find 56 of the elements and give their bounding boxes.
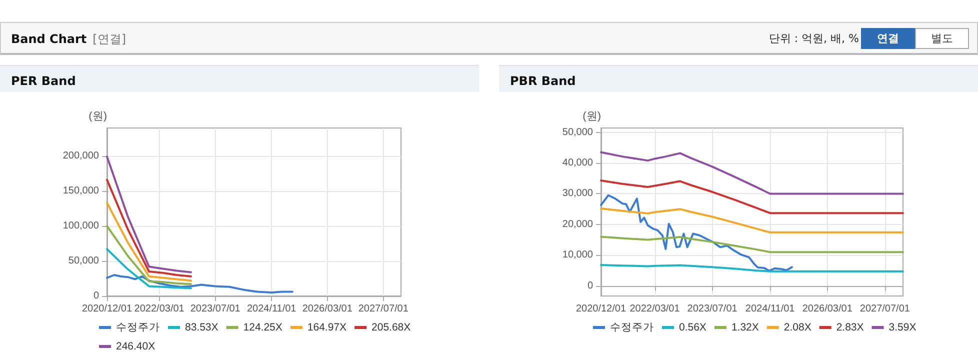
text: 별도 bbox=[915, 28, 969, 49]
y-tick-label: 10,000 bbox=[562, 250, 594, 261]
legend-label: 3.59X bbox=[888, 322, 916, 334]
legend-label: 1.32X bbox=[731, 322, 759, 334]
legend-label: 0.56X bbox=[679, 322, 706, 334]
y-tick-label: 0 bbox=[587, 280, 594, 292]
line-series bbox=[106, 248, 192, 290]
text: 단위 : 억원, 배, % bbox=[768, 31, 859, 46]
y-axis-title: (원) bbox=[582, 110, 601, 122]
text: 연결 bbox=[861, 28, 915, 49]
line-series bbox=[600, 180, 904, 214]
y-tick-label: 100,000 bbox=[62, 220, 100, 232]
legend-label: 수정주가 bbox=[116, 322, 160, 334]
y-tick-label: 200,000 bbox=[62, 150, 100, 162]
line-series bbox=[600, 194, 793, 272]
line-series bbox=[600, 264, 904, 272]
legend-label: 205.68X bbox=[372, 322, 411, 334]
x-tick-label: 2026/03/01 bbox=[302, 304, 353, 314]
x-tick-label: 2026/03/01 bbox=[802, 304, 853, 314]
y-tick-label: 50,000 bbox=[68, 256, 100, 266]
line-series bbox=[106, 274, 294, 294]
y-tick-label: 50,000 bbox=[562, 126, 594, 138]
x-tick-label: 2020/12/01 bbox=[576, 304, 626, 314]
x-tick-label: 2024/11/01 bbox=[745, 304, 796, 314]
line-series bbox=[600, 207, 904, 234]
text: Band Chart bbox=[11, 32, 87, 46]
legend-label: 83.53X bbox=[185, 322, 218, 334]
x-tick-label: 2023/07/01 bbox=[687, 304, 738, 314]
x-tick-label: 2024/11/01 bbox=[246, 304, 297, 314]
y-tick-label: 0 bbox=[93, 290, 100, 302]
legend-label: 수정주가 bbox=[610, 322, 654, 334]
y-tick-label: 150,000 bbox=[62, 186, 100, 196]
line-series bbox=[106, 156, 192, 274]
y-tick-label: 20,000 bbox=[562, 218, 594, 230]
legend-label: 246.40X bbox=[116, 340, 156, 352]
line-series bbox=[600, 236, 904, 254]
x-tick-label: 2027/07/01 bbox=[860, 304, 910, 314]
x-tick-label: 2020/12/01 bbox=[82, 304, 132, 314]
legend-label: 124.25X bbox=[243, 322, 282, 334]
x-tick-label: 2023/07/01 bbox=[190, 304, 241, 314]
chart-title: PER Band bbox=[0, 65, 479, 92]
text: [연결] bbox=[92, 32, 126, 46]
x-tick-label: 2022/03/01 bbox=[630, 304, 680, 314]
x-tick-label: 2027/07/01 bbox=[358, 304, 409, 314]
y-tick-label: 30,000 bbox=[562, 188, 594, 200]
x-tick-label: 2022/03/01 bbox=[134, 304, 185, 314]
legend-label: 2.08X bbox=[784, 322, 812, 334]
y-tick-label: 40,000 bbox=[562, 158, 594, 169]
y-axis-title: (원) bbox=[88, 110, 107, 122]
line-series bbox=[600, 151, 904, 195]
legend-label: 164.97X bbox=[307, 322, 347, 334]
chart-title: PBR Band bbox=[499, 65, 978, 92]
legend-label: 2.83X bbox=[836, 322, 864, 334]
line-series bbox=[106, 178, 192, 278]
line-series bbox=[106, 225, 192, 286]
line-series bbox=[106, 202, 192, 282]
